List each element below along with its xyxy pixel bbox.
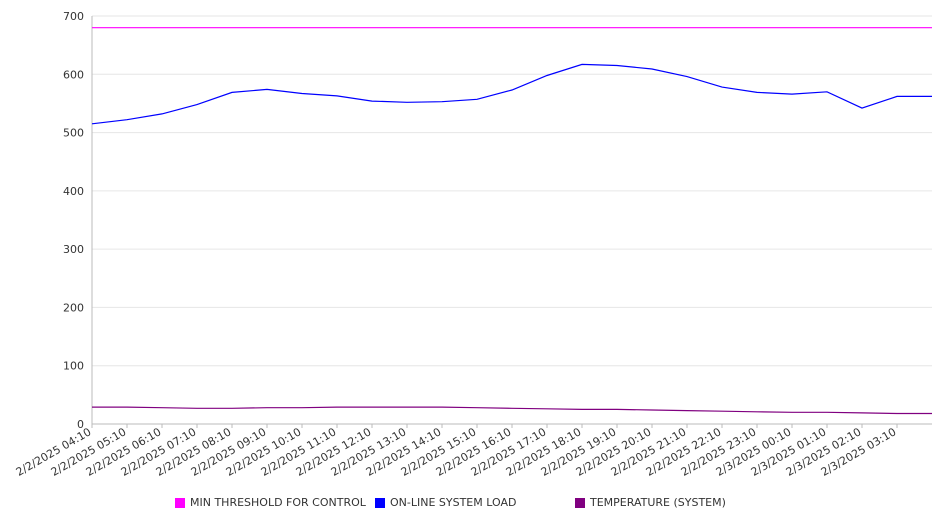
y-tick-label: 200 <box>63 301 84 314</box>
grid <box>92 15 932 367</box>
y-tick-label: 700 <box>63 10 84 23</box>
line-chart: 0 100 200 300 400 500 600 700 2/2/2025 04:102/2… <box>14 10 932 479</box>
y-tick-label: 400 <box>63 185 84 198</box>
series-line-temperature-system <box>92 406 932 415</box>
legend: MIN THRESHOLD FOR CONTROL ON-LINE SYSTEM… <box>0 496 946 516</box>
y-tick-label: 300 <box>63 243 84 256</box>
axes <box>91 16 932 428</box>
y-tick-labels: 0 100 200 300 400 500 600 700 <box>63 10 84 431</box>
legend-swatch-system-load <box>375 497 385 508</box>
legend-swatch-min-threshold <box>175 497 185 508</box>
legend-item-temperature[interactable]: TEMPERATURE (SYSTEM) <box>575 496 726 509</box>
legend-label-min-threshold: MIN THRESHOLD FOR CONTROL <box>190 496 366 509</box>
legend-item-min-threshold[interactable]: MIN THRESHOLD FOR CONTROL <box>175 496 366 509</box>
legend-item-system-load[interactable]: ON-LINE SYSTEM LOAD <box>375 496 516 509</box>
legend-label-temperature: TEMPERATURE (SYSTEM) <box>590 496 726 509</box>
y-tick-label: 0 <box>77 418 84 431</box>
x-tick-labels: 2/2/2025 04:102/2/2025 05:102/2/2025 06:… <box>14 425 899 479</box>
series-line-on-line-system-load <box>91 63 932 125</box>
y-tick-label: 100 <box>63 360 84 373</box>
y-tick-label: 500 <box>63 127 84 140</box>
y-tick-label: 600 <box>63 68 84 81</box>
series-lines <box>91 27 932 415</box>
legend-swatch-temperature <box>575 497 585 508</box>
legend-label-system-load: ON-LINE SYSTEM LOAD <box>390 496 517 509</box>
